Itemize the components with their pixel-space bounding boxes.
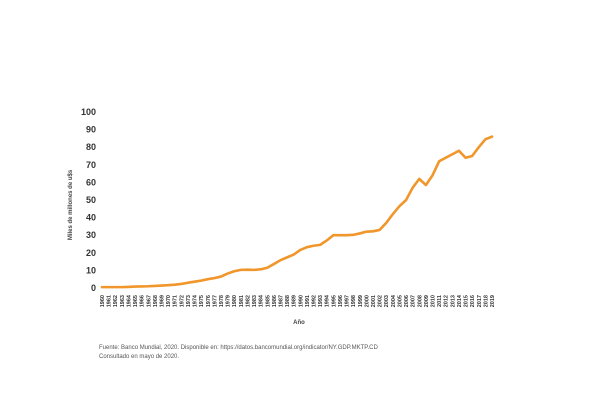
x-tick-label: 2007 [411,295,417,307]
y-tick-label: 100 [81,107,96,117]
x-tick-label: 1964 [126,294,132,307]
x-tick-label: 1974 [193,294,199,307]
x-tick-label: 1968 [153,295,159,307]
y-tick-label: 80 [86,142,96,152]
x-tick-label: 1983 [252,295,258,307]
x-axis: 1960 1961 1962 1963 1964 1965 1966 1967 1968 1969… [100,294,496,307]
x-tick-label: 2005 [397,295,403,307]
x-tick-label: 2018 [483,295,489,307]
x-tick-label: 1973 [186,295,192,307]
x-tick-label: 1997 [345,295,351,307]
x-tick-label: 2019 [490,295,496,307]
x-tick-label: 2004 [391,294,397,307]
x-tick-label: 1994 [325,294,331,307]
y-tick-label: 90 [86,125,96,135]
y-tick-label: 30 [86,230,96,240]
gdp-series-line [100,135,494,289]
x-tick-label: 1995 [331,295,337,307]
source-line-2: Consultado en mayo de 2020. [99,354,180,360]
x-tick-label: 1985 [265,295,271,307]
x-tick-label: 2000 [364,295,370,307]
x-tick-label: 1991 [305,295,311,307]
x-tick-label: 2016 [470,295,476,307]
y-tick-label: 10 [86,265,96,275]
source-line-1: Fuente: Banco Mundial, 2020. Disponible … [99,345,378,351]
x-axis-title: Año [293,320,305,326]
series-line [100,135,494,289]
x-tick-label: 1972 [179,295,185,307]
x-tick-label: 1970 [166,295,172,307]
x-tick-label: 1982 [245,295,251,307]
x-tick-label: 1998 [351,295,357,307]
x-tick-label: 1960 [100,295,106,307]
x-tick-label: 2008 [417,295,423,307]
x-tick-label: 1984 [259,294,265,307]
x-tick-label: 1975 [199,295,205,307]
x-tick-label: 2015 [464,295,470,307]
x-tick-label: 2014 [457,294,463,307]
x-tick-label: 1978 [219,295,225,307]
x-tick-label: 2006 [404,295,410,307]
x-tick-label: 1979 [226,295,232,307]
x-tick-label: 1981 [239,295,245,307]
x-tick-label: 1969 [159,295,165,307]
y-axis-title: Miles de millones de u$s [68,169,74,240]
x-tick-label: 1963 [120,295,126,307]
x-tick-label: 2009 [424,295,430,307]
x-tick-label: 1980 [232,295,238,307]
x-tick-label: 1965 [133,295,139,307]
x-tick-label: 1971 [173,295,179,307]
x-tick-label: 1992 [312,295,318,307]
x-tick-label: 1962 [113,295,119,307]
x-tick-label: 2013 [450,295,456,307]
x-tick-label: 1976 [206,295,212,307]
x-tick-label: 1993 [318,295,324,307]
x-tick-label: 2011 [437,295,443,307]
x-tick-label: 1967 [146,295,152,307]
x-tick-label: 1990 [298,295,304,307]
x-tick-label: 1986 [272,295,278,307]
x-tick-label: 2017 [477,295,483,307]
y-tick-label: 60 [86,177,96,187]
y-tick-label: 40 [86,213,96,223]
x-tick-label: 1999 [358,295,364,307]
y-tick-label: 20 [86,248,96,258]
x-tick-label: 2002 [378,295,384,307]
y-tick-label: 50 [86,195,96,205]
x-tick-label: 1996 [338,295,344,307]
x-tick-label: 2010 [431,295,437,307]
x-tick-label: 1987 [278,295,284,307]
x-tick-label: 1966 [140,295,146,307]
x-tick-label: 1977 [212,295,218,307]
y-axis: 0 10 20 30 40 50 60 70 80 90 100 [81,107,96,293]
x-tick-label: 1988 [285,295,291,307]
x-tick-label: 2001 [371,295,377,307]
x-tick-label: 1989 [292,295,298,307]
y-tick-label: 0 [91,283,96,293]
y-tick-label: 70 [86,160,96,170]
x-tick-label: 2012 [444,295,450,307]
x-tick-label: 2003 [384,295,390,307]
x-tick-label: 1961 [107,295,113,307]
source-note: Fuente: Banco Mundial, 2020. Disponible … [99,344,378,362]
